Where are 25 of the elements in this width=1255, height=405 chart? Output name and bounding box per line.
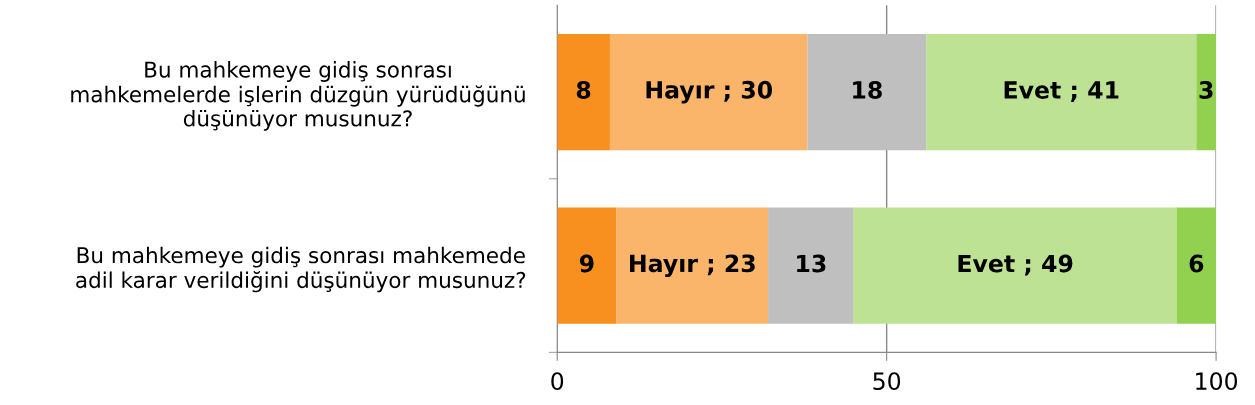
bar <box>616 207 769 324</box>
bar <box>557 33 610 151</box>
x-tick-label: 100 <box>1196 372 1238 391</box>
bar <box>926 33 1197 151</box>
data-label: 3 <box>1199 81 1213 99</box>
data-label: 6 <box>1189 254 1204 273</box>
data-label: 9 <box>579 254 594 273</box>
data-label: Evet ; 49 <box>958 254 1073 276</box>
y-tick-label: Bu mahkemeye gidiş sonrası mahkemede adil karar verildiğini düşünüyor musunuz? <box>76 246 526 293</box>
bar <box>557 207 617 324</box>
data-label: Evet ; 41 <box>1004 81 1119 102</box>
bar <box>853 207 1177 324</box>
bar <box>1176 207 1217 324</box>
data-label: 13 <box>797 254 826 273</box>
bar <box>768 207 854 324</box>
x-tick-label: 0 <box>551 372 564 391</box>
data-label: Hayır ; 23 <box>630 254 755 277</box>
bar <box>609 33 808 151</box>
data-label: 8 <box>576 81 591 99</box>
bar <box>807 33 927 151</box>
x-tick-label: 50 <box>873 372 901 391</box>
data-label: Hayır ; 30 <box>646 80 773 104</box>
bar <box>1196 33 1217 151</box>
y-tick-label: Bu mahkemeye gidiş sonrası mahkemelerde işlerin düzgün yürüdüğünü düşünüyor musunuz? <box>71 61 525 131</box>
data-label: 18 <box>853 81 882 99</box>
